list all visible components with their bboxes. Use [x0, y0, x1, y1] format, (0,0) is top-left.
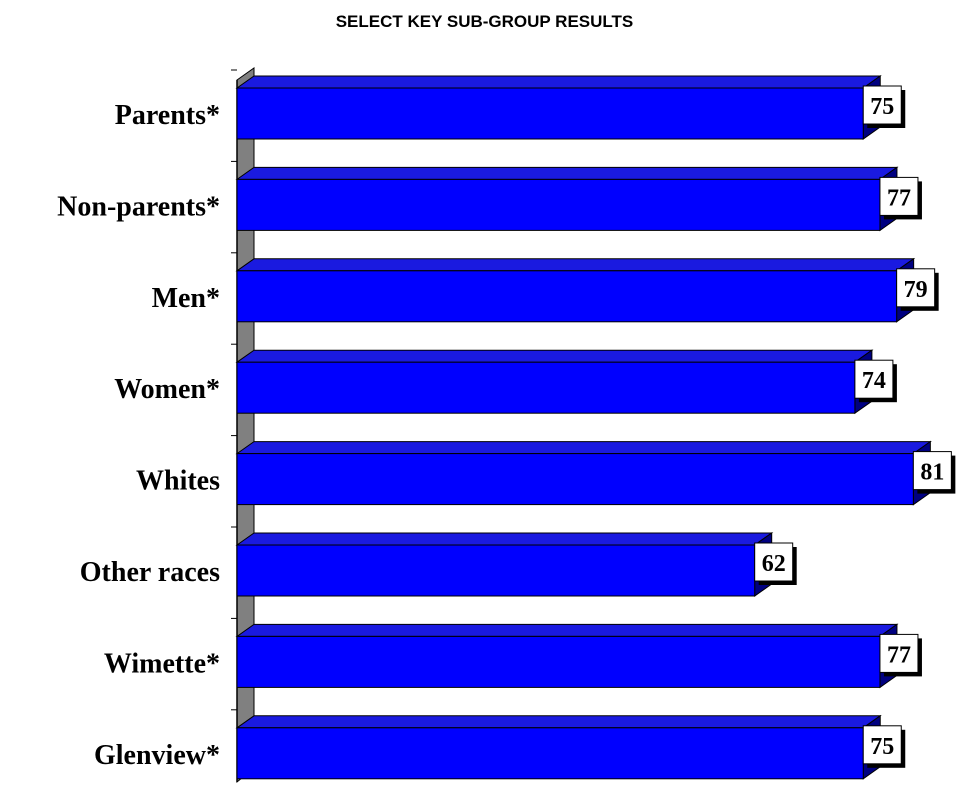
data-label-box: [912, 451, 952, 491]
bar: [236, 361, 856, 414]
data-label: 79: [904, 277, 928, 303]
category-label: Glenview*: [94, 740, 220, 771]
bar-top: [235, 532, 774, 546]
data-label: 77: [887, 185, 911, 211]
data-label: 62: [762, 551, 786, 577]
bar: [236, 87, 864, 140]
data-label-box: [754, 542, 794, 582]
category-label: Wimette*: [104, 648, 220, 679]
data-label-box: [879, 633, 919, 673]
bar: [236, 178, 881, 231]
data-label-box: [879, 176, 919, 216]
data-label: 75: [870, 734, 894, 760]
category-label: Other races: [80, 557, 220, 588]
bar: [236, 635, 881, 688]
bar: [236, 453, 914, 506]
bar-group: 62: [235, 532, 797, 597]
category-label: Parents*: [115, 100, 220, 131]
data-label-box: [854, 359, 894, 399]
bar-top: [235, 715, 882, 729]
data-label: 74: [862, 368, 886, 394]
data-label: 81: [920, 460, 944, 486]
category-label: Whites: [136, 466, 220, 497]
bar-top: [235, 349, 874, 363]
chart-title: SELECT KEY SUB-GROUP RESULTS: [335, 12, 634, 31]
data-label-box: [896, 268, 936, 308]
data-label-box: [862, 725, 902, 765]
bar-top: [235, 623, 899, 637]
bar-group: 75: [235, 75, 906, 140]
bar: [236, 727, 864, 780]
bar-group: 74: [235, 349, 897, 415]
data-label-box: [862, 85, 902, 125]
bar-group: 81: [235, 440, 956, 506]
bar-top: [235, 441, 932, 455]
bar-top: [235, 258, 916, 272]
bar: [236, 270, 898, 323]
category-label: Men*: [152, 283, 220, 314]
bar-top: [235, 75, 882, 89]
data-label: 75: [870, 94, 894, 120]
data-label: 77: [887, 642, 911, 668]
category-label: Women*: [114, 374, 220, 405]
category-label: Non-parents*: [57, 191, 220, 222]
bar-top: [235, 166, 899, 180]
bar-group: 75: [235, 714, 906, 780]
bar-group: 79: [235, 257, 939, 323]
bar-group: 77: [235, 166, 922, 232]
bar: [236, 544, 756, 597]
bar-group: 77: [235, 623, 922, 689]
